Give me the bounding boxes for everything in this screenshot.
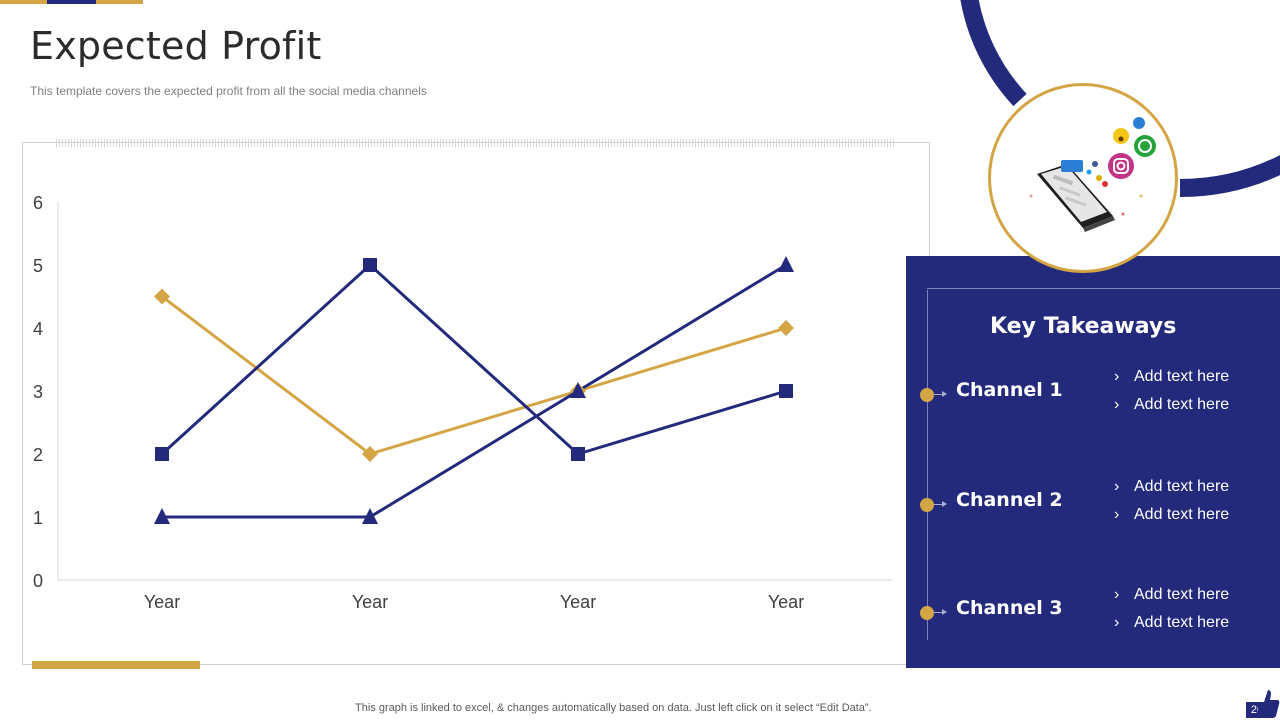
panel-frame-line [927, 288, 1280, 289]
arrow-right-icon [934, 391, 947, 397]
page-title: Expected Profit [30, 24, 322, 68]
chevron-right-icon: › [1114, 506, 1120, 523]
timeline-dot [920, 498, 934, 512]
point-text[interactable]: Add text here [1134, 614, 1230, 631]
arrow-right-icon [934, 501, 947, 507]
channel-item: Channel 2 › Add text here › Add text here [920, 478, 1280, 558]
key-takeaways-panel [906, 256, 1280, 668]
accent-bar-gold [0, 0, 47, 4]
chevron-right-icon: › [1114, 396, 1120, 413]
page-subtitle: This template covers the expected profit… [30, 84, 427, 98]
timeline-line [927, 290, 928, 640]
gold-underline-accent [32, 661, 200, 669]
accent-bar-navy [47, 0, 96, 4]
timeline-dot [920, 388, 934, 402]
accent-bar-gold [96, 0, 143, 4]
chart-frame[interactable] [22, 142, 930, 665]
chevron-right-icon: › [1114, 614, 1120, 631]
footer-note: This graph is linked to excel, & changes… [355, 702, 872, 714]
chevron-right-icon: › [1114, 586, 1120, 603]
chevron-right-icon: › [1114, 368, 1120, 385]
channel-name: Channel 3 [956, 597, 1063, 619]
channel-item: Channel 1 › Add text here › Add text here [920, 368, 1280, 448]
thumbs-up-icon [1258, 690, 1280, 718]
top-accent-bars [0, 0, 145, 4]
key-takeaways-title: Key Takeaways [990, 314, 1177, 339]
timeline-dot [920, 606, 934, 620]
chevron-right-icon: › [1114, 478, 1120, 495]
illustration-badge [988, 83, 1178, 273]
arrow-right-icon [934, 609, 947, 615]
point-text[interactable]: Add text here [1134, 368, 1230, 385]
point-text[interactable]: Add text here [1134, 506, 1230, 523]
channel-name: Channel 1 [956, 379, 1063, 401]
channel-name: Channel 2 [956, 489, 1063, 511]
channel-item: Channel 3 › Add text here › Add text here [920, 586, 1280, 666]
point-text[interactable]: Add text here [1134, 478, 1230, 495]
smartphone-social-media-icon [1029, 117, 1156, 232]
point-text[interactable]: Add text here [1134, 396, 1230, 413]
point-text[interactable]: Add text here [1134, 586, 1230, 603]
chart-hatch-decoration [56, 139, 894, 147]
